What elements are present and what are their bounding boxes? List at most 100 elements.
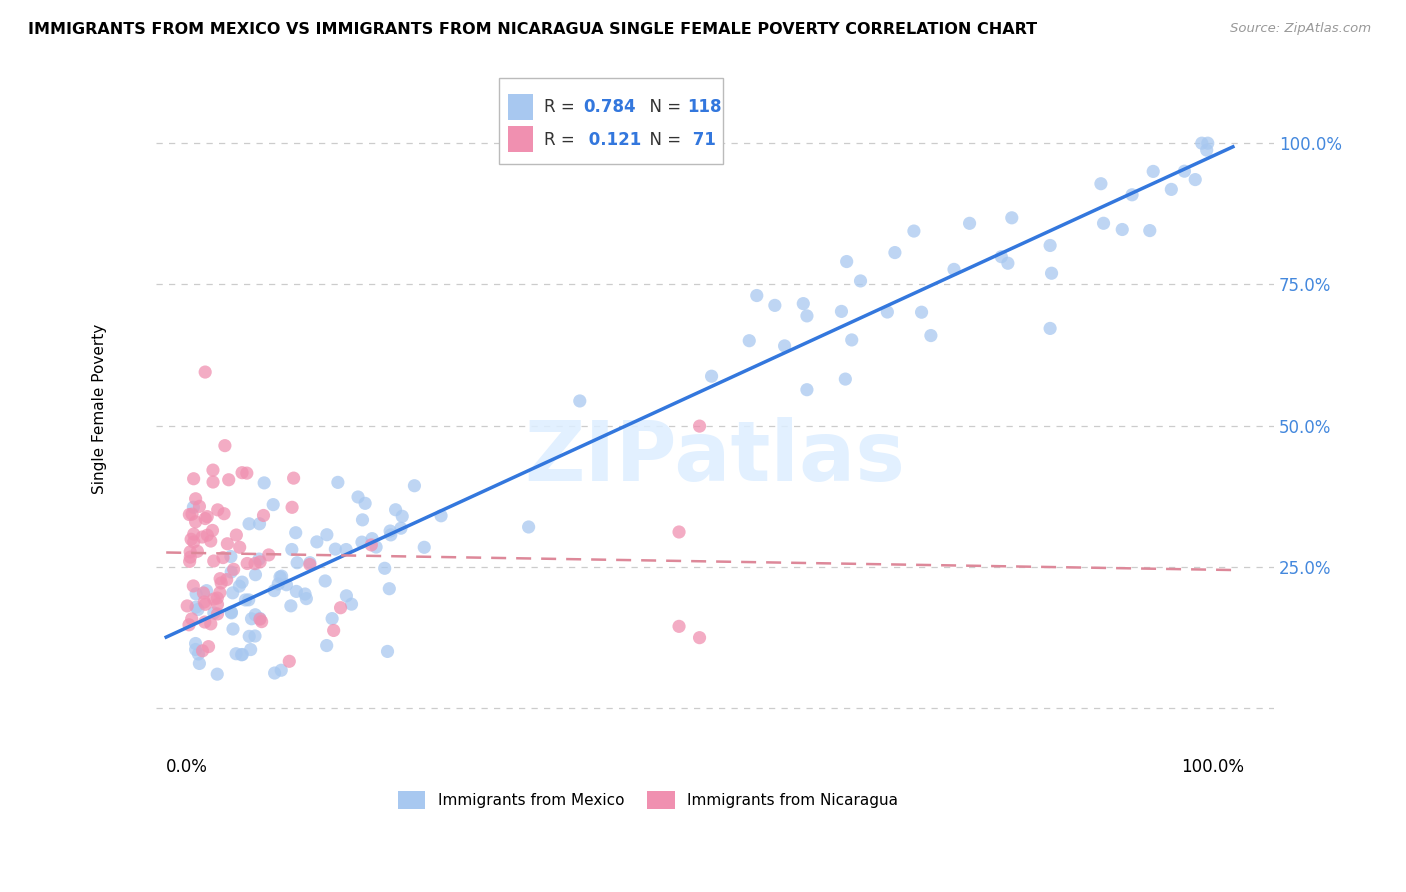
Point [228, 541, 250, 555]
Point [236, 466, 259, 480]
Point [228, 579, 250, 593]
Point [668, 524, 690, 539]
Point [184, 587, 207, 601]
Point [231, 575, 253, 590]
Point [305, 534, 328, 549]
Point [298, 556, 321, 570]
Point [361, 532, 384, 546]
Point [184, 515, 207, 529]
Bar [499, 78, 723, 164]
Point [903, 224, 925, 238]
Point [1191, 136, 1213, 151]
Point [249, 516, 271, 531]
Point [215, 573, 238, 587]
Text: 0.121: 0.121 [583, 131, 641, 149]
Point [188, 500, 211, 514]
Point [200, 534, 222, 549]
Point [191, 530, 214, 544]
Point [1092, 216, 1115, 230]
Point [207, 503, 229, 517]
Point [841, 333, 863, 347]
Point [183, 535, 205, 549]
Point [278, 654, 301, 668]
Point [194, 615, 217, 629]
Point [374, 561, 396, 575]
Point [202, 554, 225, 568]
Point [179, 550, 201, 565]
Point [350, 535, 373, 549]
Point [179, 545, 201, 559]
Point [176, 599, 198, 613]
Point [384, 502, 406, 516]
Point [219, 549, 242, 564]
Point [283, 471, 305, 485]
Point [668, 619, 690, 633]
Point [218, 473, 240, 487]
Point [849, 274, 872, 288]
Point [835, 254, 858, 268]
Point [231, 648, 253, 662]
Point [792, 296, 814, 310]
Point [270, 663, 292, 677]
Point [195, 583, 218, 598]
Text: Source: ZipAtlas.com: Source: ZipAtlas.com [1230, 22, 1371, 36]
Bar [508, 94, 533, 120]
Point [235, 593, 257, 607]
Point [219, 565, 242, 579]
Point [202, 606, 225, 620]
Point [1039, 321, 1062, 335]
Point [245, 607, 267, 622]
Point [249, 612, 271, 626]
Point [298, 558, 321, 572]
Point [263, 666, 285, 681]
Point [201, 524, 224, 538]
Point [252, 508, 274, 523]
Point [325, 542, 347, 557]
Point [347, 490, 370, 504]
Point [243, 629, 266, 643]
Point [225, 647, 247, 661]
Point [568, 394, 591, 409]
Point [238, 592, 260, 607]
Legend: Immigrants from Mexico, Immigrants from Nicaragua: Immigrants from Mexico, Immigrants from … [392, 785, 904, 814]
Text: 0.784: 0.784 [583, 98, 636, 117]
Point [910, 305, 932, 319]
Point [209, 572, 232, 586]
Point [180, 533, 202, 547]
Point [183, 500, 205, 515]
Point [315, 639, 337, 653]
Point [184, 600, 207, 615]
Point [240, 612, 263, 626]
Point [796, 309, 818, 323]
Point [207, 667, 229, 681]
Point [378, 524, 401, 538]
Point [391, 509, 413, 524]
Point [187, 602, 209, 616]
Text: N =: N = [638, 131, 686, 149]
Point [222, 622, 245, 636]
Point [188, 657, 211, 671]
Point [883, 245, 905, 260]
Point [1090, 177, 1112, 191]
Point [181, 507, 204, 521]
Point [340, 597, 363, 611]
Text: N =: N = [638, 98, 686, 117]
Point [700, 369, 723, 384]
Point [959, 216, 981, 230]
Point [314, 574, 336, 588]
Point [184, 636, 207, 650]
Text: R =: R = [544, 98, 579, 117]
Point [247, 552, 270, 566]
Point [276, 578, 298, 592]
Text: 71: 71 [688, 131, 716, 149]
Point [920, 328, 942, 343]
Point [360, 538, 382, 552]
Point [186, 544, 208, 558]
Point [280, 599, 302, 613]
Point [245, 567, 267, 582]
Point [193, 595, 215, 609]
Point [270, 569, 292, 583]
Text: 118: 118 [688, 98, 721, 117]
Point [335, 589, 357, 603]
Point [1195, 143, 1218, 157]
